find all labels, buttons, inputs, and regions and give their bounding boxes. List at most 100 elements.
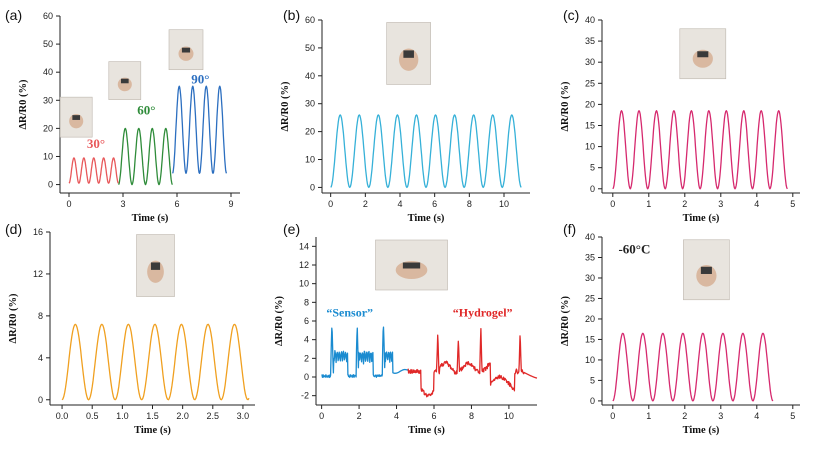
x-tick-label: 8 [467, 199, 472, 209]
y-tick-label: 0 [38, 395, 43, 405]
y-axis-title: ΔR/R0 (%) [560, 81, 571, 132]
x-tick-label: 1.0 [116, 411, 129, 421]
x-tick-label: 4 [397, 199, 402, 209]
y-tick-label: 12 [299, 260, 309, 270]
y-tick-label: 40 [305, 71, 315, 81]
x-tick-label: 9 [228, 199, 233, 209]
y-tick-label: 5 [590, 375, 595, 385]
series-line [171, 85, 228, 174]
panel-letter: (b) [283, 7, 300, 23]
y-tick-label: 15 [585, 334, 595, 344]
panel-letter: (c) [563, 7, 579, 23]
y-tick-label: 30 [305, 99, 315, 109]
annotation-label: 60° [137, 102, 155, 117]
y-tick-label: 10 [585, 142, 595, 152]
x-tick-label: 4 [754, 199, 759, 209]
y-axis-title: ΔR/R0 (%) [8, 293, 19, 344]
series-line [612, 332, 774, 402]
y-tick-label: 0 [590, 184, 595, 194]
x-tick-label: 0.5 [86, 411, 99, 421]
series-line [321, 326, 409, 379]
annotation-label: “Hydrogel” [453, 305, 513, 319]
x-tick-label: 0 [66, 199, 71, 209]
y-tick-label: 20 [43, 123, 53, 133]
chart-panel: (a) 0 10 20 30 40 50 60 0 3 6 9 Time (s) ΔR/R0 (%) 30°… [5, 7, 240, 224]
y-tick-label: 8 [38, 311, 43, 321]
y-tick-label: 12 [33, 269, 43, 279]
y-tick-label: 35 [585, 252, 595, 262]
chart-panel: (d) 0 4 8 12 16 0.0 0.5 1.0 1.5 2.0 2.5 3.0 Time (s) Δ… [5, 221, 255, 436]
x-axis-title: Time (s) [683, 425, 720, 436]
y-tick-label: 50 [305, 43, 315, 53]
y-tick-label: 0 [48, 180, 53, 190]
inset-photo [168, 29, 204, 71]
x-tick-label: 6 [174, 199, 179, 209]
inset-photo [108, 61, 142, 100]
inset-photo [59, 96, 93, 138]
y-tick-label: 15 [585, 120, 595, 130]
panel-letter: (f) [563, 221, 576, 237]
y-tick-label: 60 [305, 15, 315, 25]
x-tick-label: 8 [469, 411, 474, 421]
x-tick-label: 2 [682, 411, 687, 421]
series-line [68, 157, 119, 184]
y-tick-label: 60 [43, 11, 53, 21]
x-tick-label: 1 [646, 411, 651, 421]
y-tick-label: 2 [304, 353, 309, 363]
y-tick-label: 40 [43, 67, 53, 77]
y-tick-label: 14 [299, 241, 309, 251]
x-tick-label: 0 [610, 411, 615, 421]
x-tick-label: 2 [357, 411, 362, 421]
series-line [330, 114, 522, 189]
panel-letter: (e) [283, 221, 300, 237]
chart-panel: (b) 0 10 20 30 40 50 60 0 2 4 6 8 10 Time (s) ΔR/R0 (%) [280, 7, 530, 224]
x-tick-label: 4 [754, 411, 759, 421]
x-tick-label: 0 [328, 199, 333, 209]
x-tick-label: 5 [790, 411, 795, 421]
x-tick-label: 2.0 [176, 411, 189, 421]
annotation-label: “Sensor” [326, 305, 373, 319]
x-tick-label: 10 [504, 411, 514, 421]
x-tick-label: 6 [432, 199, 437, 209]
y-tick-label: -2 [301, 391, 309, 401]
y-tick-label: 35 [585, 36, 595, 46]
y-tick-label: 0 [590, 396, 595, 406]
x-tick-label: 1 [646, 199, 651, 209]
y-tick-label: 0 [304, 372, 309, 382]
panel-letter: (d) [5, 221, 22, 237]
series-line [118, 127, 173, 186]
inset-photo [375, 239, 448, 291]
x-tick-label: 3 [120, 199, 125, 209]
y-tick-label: 4 [38, 353, 43, 363]
y-tick-label: 20 [305, 127, 315, 137]
annotation-label: 30° [87, 136, 105, 151]
y-tick-label: 50 [43, 39, 53, 49]
annotation-label: -60°C [618, 241, 650, 256]
y-tick-label: 6 [304, 316, 309, 326]
x-tick-label: 1.5 [146, 411, 159, 421]
y-tick-label: 40 [585, 232, 595, 242]
y-tick-label: 10 [585, 355, 595, 365]
y-tick-label: 4 [304, 335, 309, 345]
y-tick-label: 25 [585, 78, 595, 88]
x-tick-label: 4 [394, 411, 399, 421]
y-tick-label: 10 [299, 279, 309, 289]
series-line [407, 328, 538, 398]
y-axis-title: ΔR/R0 (%) [274, 295, 285, 346]
x-tick-label: 0 [319, 411, 324, 421]
inset-photo [386, 22, 431, 85]
chart-panel: (f) 0 5 10 15 20 25 30 35 40 0 1 2 3 4 5 Time (s) ΔR/R0 (… [560, 221, 800, 436]
series-line [612, 110, 788, 190]
y-tick-label: 25 [585, 293, 595, 303]
chart-panel: (c) 0 5 10 15 20 25 30 35 40 0 1 2 3 4 5 Time (s) ΔR/R0 (… [560, 7, 800, 224]
y-tick-label: 20 [585, 314, 595, 324]
x-tick-label: 10 [499, 199, 509, 209]
x-tick-label: 6 [431, 411, 436, 421]
x-tick-label: 2 [363, 199, 368, 209]
series-line [61, 323, 250, 401]
inset-photo [136, 234, 175, 297]
y-tick-label: 0 [310, 182, 315, 192]
x-axis-title: Time (s) [683, 213, 720, 224]
y-axis-title: ΔR/R0 (%) [560, 295, 571, 346]
